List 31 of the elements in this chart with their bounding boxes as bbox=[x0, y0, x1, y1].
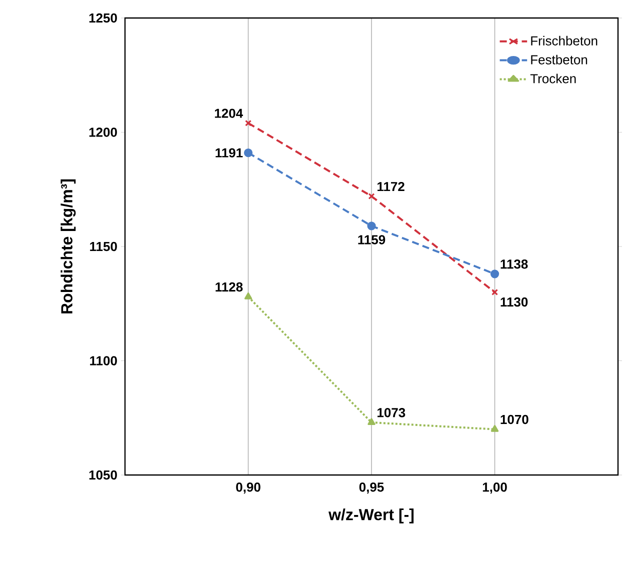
y-axis-title: Rohdichte [kg/m³] bbox=[60, 179, 76, 314]
point bbox=[244, 292, 252, 300]
point bbox=[244, 148, 253, 158]
data-label: 1172 bbox=[378, 182, 404, 192]
x-tick-label: 1,00 bbox=[482, 482, 507, 494]
point bbox=[490, 425, 499, 432]
x-tick-label: 0,90 bbox=[236, 482, 260, 494]
x-tick-label: 0,95 bbox=[359, 482, 384, 494]
y-tick-label: 1250 bbox=[89, 13, 117, 23]
legend-label: Trocken bbox=[530, 74, 576, 84]
point bbox=[367, 222, 376, 230]
data-label: 1130 bbox=[500, 297, 528, 307]
point bbox=[491, 288, 498, 296]
y-tick-label: 1150 bbox=[90, 242, 117, 252]
y-tick-label: 1200 bbox=[89, 128, 117, 137]
point bbox=[490, 270, 500, 278]
x-axis-title: w/z-Wert [-] bbox=[328, 508, 414, 524]
point bbox=[368, 418, 376, 425]
y-tick-label: 1100 bbox=[90, 356, 117, 366]
data-label: 1138 bbox=[500, 259, 528, 269]
data-label: 1191 bbox=[216, 148, 243, 158]
legend-label: Festbeton bbox=[531, 54, 588, 64]
data-label: 1070 bbox=[500, 414, 528, 424]
legend-label: Frischbeton bbox=[531, 36, 598, 46]
data-label: 1128 bbox=[216, 282, 243, 292]
data-label: 1204 bbox=[214, 108, 243, 118]
y-tick-label: 1050 bbox=[89, 470, 117, 480]
data-label: 1159 bbox=[358, 235, 386, 244]
point bbox=[244, 120, 252, 126]
point bbox=[368, 192, 375, 200]
data-label: 1073 bbox=[378, 408, 406, 418]
